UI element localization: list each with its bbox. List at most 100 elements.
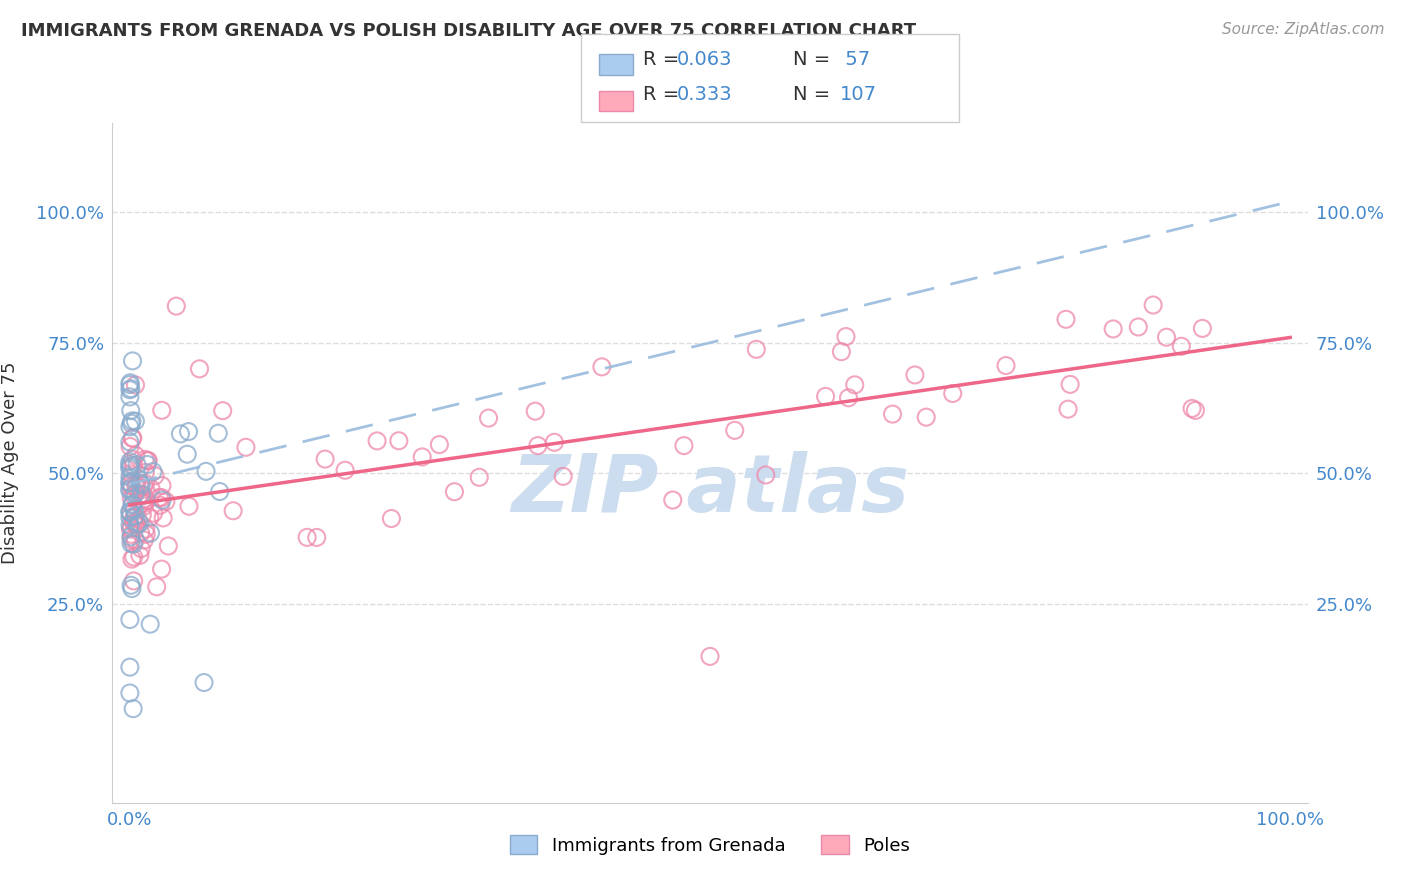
Point bbox=[134, 499, 156, 513]
Point bbox=[1156, 330, 1178, 344]
Point bbox=[524, 404, 547, 418]
Point bbox=[121, 452, 143, 467]
Point bbox=[129, 476, 152, 491]
Point bbox=[314, 452, 336, 467]
Point bbox=[118, 660, 141, 674]
Point bbox=[468, 470, 491, 484]
Point bbox=[134, 466, 156, 480]
Point bbox=[333, 463, 356, 477]
Point bbox=[121, 431, 143, 445]
Point bbox=[132, 496, 155, 510]
Point bbox=[844, 377, 866, 392]
Point bbox=[125, 458, 148, 472]
Point bbox=[366, 434, 388, 448]
Point bbox=[121, 552, 143, 566]
Point bbox=[120, 578, 142, 592]
Point bbox=[131, 487, 153, 501]
Point bbox=[211, 403, 233, 417]
Point bbox=[139, 482, 162, 496]
Point bbox=[118, 483, 141, 498]
Point bbox=[427, 437, 450, 451]
Point bbox=[207, 426, 229, 441]
Text: 0.063: 0.063 bbox=[676, 50, 731, 69]
Point bbox=[118, 475, 141, 490]
Point bbox=[155, 494, 177, 508]
Point bbox=[139, 617, 162, 632]
Text: IMMIGRANTS FROM GRENADA VS POLISH DISABILITY AGE OVER 75 CORRELATION CHART: IMMIGRANTS FROM GRENADA VS POLISH DISABI… bbox=[21, 22, 917, 40]
Text: N =: N = bbox=[793, 86, 837, 104]
Point bbox=[129, 525, 152, 540]
Point bbox=[122, 574, 145, 588]
Text: R =: R = bbox=[643, 50, 685, 69]
Point bbox=[305, 530, 328, 544]
Point bbox=[118, 435, 141, 450]
Point bbox=[1142, 298, 1164, 312]
Point bbox=[195, 464, 218, 478]
Point bbox=[134, 476, 156, 491]
Text: 0.333: 0.333 bbox=[676, 86, 733, 104]
Point bbox=[882, 407, 904, 421]
Point bbox=[830, 344, 852, 359]
Point bbox=[118, 613, 141, 627]
Point bbox=[118, 505, 141, 519]
Point bbox=[120, 491, 142, 505]
Point bbox=[118, 510, 141, 524]
Point bbox=[118, 518, 141, 533]
Point bbox=[127, 517, 149, 532]
Point bbox=[177, 425, 200, 439]
Point bbox=[145, 580, 167, 594]
Point bbox=[120, 530, 142, 544]
Y-axis label: Disability Age Over 75: Disability Age Over 75 bbox=[1, 361, 20, 565]
Point bbox=[150, 403, 173, 417]
Point bbox=[122, 701, 145, 715]
Point bbox=[128, 516, 150, 531]
Text: R =: R = bbox=[643, 86, 685, 104]
Point bbox=[131, 478, 153, 492]
Point bbox=[121, 479, 143, 493]
Point bbox=[477, 411, 499, 425]
Text: ZIP atlas: ZIP atlas bbox=[510, 451, 910, 529]
Point bbox=[411, 450, 433, 464]
Point bbox=[120, 467, 142, 481]
Point bbox=[904, 368, 927, 382]
Point bbox=[124, 378, 146, 392]
Text: Source: ZipAtlas.com: Source: ZipAtlas.com bbox=[1222, 22, 1385, 37]
Point bbox=[121, 431, 143, 445]
Text: N =: N = bbox=[793, 50, 837, 69]
Point bbox=[139, 525, 162, 540]
Point bbox=[120, 508, 142, 522]
Point bbox=[122, 489, 145, 503]
Point bbox=[994, 359, 1017, 373]
Point bbox=[193, 675, 215, 690]
Point bbox=[1059, 377, 1081, 392]
Point bbox=[120, 536, 142, 550]
Point bbox=[134, 452, 156, 467]
Point bbox=[120, 376, 142, 390]
Point bbox=[380, 511, 402, 525]
Point bbox=[724, 423, 747, 437]
Point bbox=[1102, 322, 1125, 336]
Point bbox=[1128, 320, 1150, 334]
Point bbox=[1170, 339, 1192, 353]
Point bbox=[942, 386, 965, 401]
Point bbox=[177, 500, 200, 514]
Point bbox=[131, 508, 153, 522]
Point bbox=[118, 459, 141, 474]
Point bbox=[915, 410, 938, 425]
Point bbox=[128, 488, 150, 502]
Point bbox=[169, 426, 191, 441]
Point bbox=[662, 493, 685, 508]
Point bbox=[121, 414, 143, 428]
Point bbox=[152, 511, 174, 525]
Point bbox=[672, 439, 695, 453]
Point bbox=[129, 541, 152, 556]
Point bbox=[814, 389, 837, 403]
Point bbox=[118, 462, 141, 476]
Point bbox=[122, 516, 145, 530]
Point bbox=[149, 498, 172, 512]
Point bbox=[124, 510, 146, 524]
Point bbox=[136, 454, 159, 468]
Point bbox=[838, 391, 860, 405]
Point bbox=[135, 493, 157, 508]
Point bbox=[124, 518, 146, 533]
